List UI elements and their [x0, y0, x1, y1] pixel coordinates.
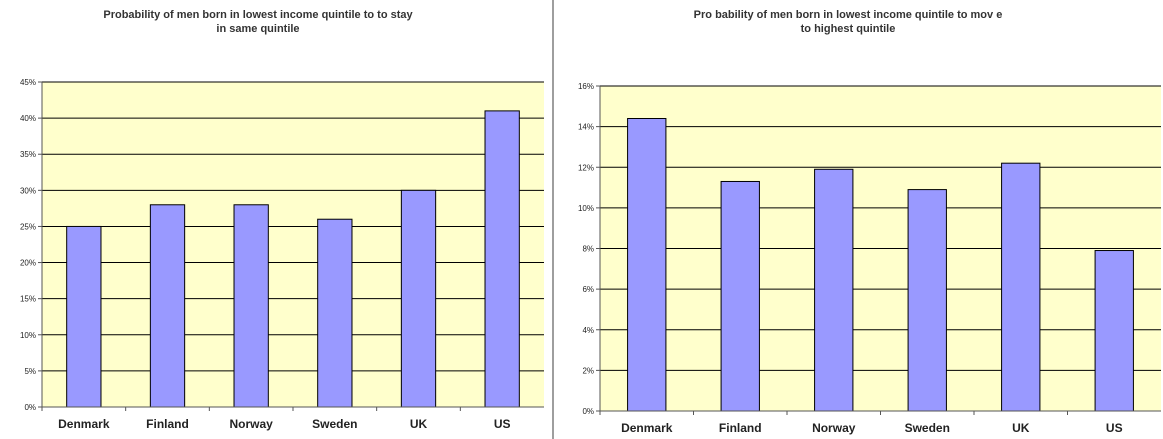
- right-chart-svg: 0% 2% 4% 6% 8% 10% 12% 14% 16% Denmark Finland Norw…: [578, 82, 1161, 435]
- right-y-tick-label: 10%: [578, 204, 594, 213]
- right-x-tick-label: Sweden: [905, 421, 950, 435]
- right-y-tick-label: 0%: [582, 407, 594, 416]
- left-bar-sweden: [317, 218, 353, 408]
- right-bar-denmark: [627, 118, 667, 412]
- right-y-tick-label: 2%: [582, 366, 594, 375]
- right-x-tick-label: Norway: [812, 421, 856, 435]
- right-chart-title: Pro bability of men born in lowest incom…: [618, 8, 1078, 36]
- left-x-tick-label: US: [494, 417, 511, 431]
- left-x-tick-label: Denmark: [58, 417, 110, 431]
- left-chart-panel: Probability of men born in lowest income…: [0, 0, 552, 439]
- left-y-tick-label: 0%: [24, 403, 36, 412]
- right-chart-panel: Pro bability of men born in lowest incom…: [556, 0, 1163, 439]
- left-y-tick-label: 25%: [20, 222, 36, 231]
- right-y-tick-label: 4%: [582, 326, 594, 335]
- left-chart-title-line1: Probability of men born in lowest income…: [103, 9, 413, 21]
- left-y-tick-label: 35%: [20, 150, 36, 159]
- left-y-tick-label: 5%: [24, 367, 36, 376]
- right-bar-norway: [814, 168, 854, 412]
- left-y-tick-label: 40%: [20, 114, 36, 123]
- right-bar-us: [1094, 250, 1134, 412]
- left-y-tick-label: 15%: [20, 295, 36, 304]
- left-bar-norway: [233, 204, 269, 408]
- left-y-tick-label: 30%: [20, 186, 36, 195]
- right-y-tick-label: 8%: [582, 245, 594, 254]
- left-bar-finland: [149, 204, 186, 408]
- right-x-tick-label: US: [1106, 421, 1123, 435]
- left-x-tick-label: Finland: [146, 417, 189, 431]
- right-y-tick-label: 6%: [582, 285, 594, 294]
- left-bar-uk: [400, 189, 437, 408]
- right-y-tick-label: 14%: [578, 123, 594, 132]
- panel-divider: [552, 0, 554, 439]
- right-chart-title-line2: to highest quintile: [800, 23, 896, 35]
- right-bar-finland: [720, 180, 760, 412]
- right-x-tick-label: UK: [1012, 421, 1030, 435]
- left-x-tick-label: Sweden: [312, 417, 357, 431]
- right-y-tick-label: 12%: [578, 163, 594, 172]
- left-chart-title: Probability of men born in lowest income…: [28, 8, 488, 36]
- right-chart-title-line1: Pro bability of men born in lowest incom…: [693, 9, 1003, 21]
- right-x-tick-label: Finland: [719, 421, 762, 435]
- left-chart-svg: 0% 5% 10% 15% 20% 25% 30% 35% 40% 45% Denmark Finla…: [20, 78, 544, 431]
- right-bar-sweden: [907, 189, 947, 412]
- left-bar-us: [484, 110, 520, 408]
- right-bar-uk: [1001, 162, 1041, 412]
- left-x-tick-label: Norway: [229, 417, 273, 431]
- left-chart-title-line2: in same quintile: [216, 23, 300, 35]
- left-y-tick-label: 20%: [20, 259, 36, 268]
- right-x-tick-label: Denmark: [621, 421, 673, 435]
- left-y-tick-label: 10%: [20, 331, 36, 340]
- right-y-tick-label: 16%: [578, 82, 594, 91]
- left-x-tick-label: UK: [410, 417, 428, 431]
- left-bar-denmark: [66, 225, 102, 408]
- left-y-tick-label: 45%: [20, 78, 36, 87]
- left-plot-area: [42, 82, 544, 407]
